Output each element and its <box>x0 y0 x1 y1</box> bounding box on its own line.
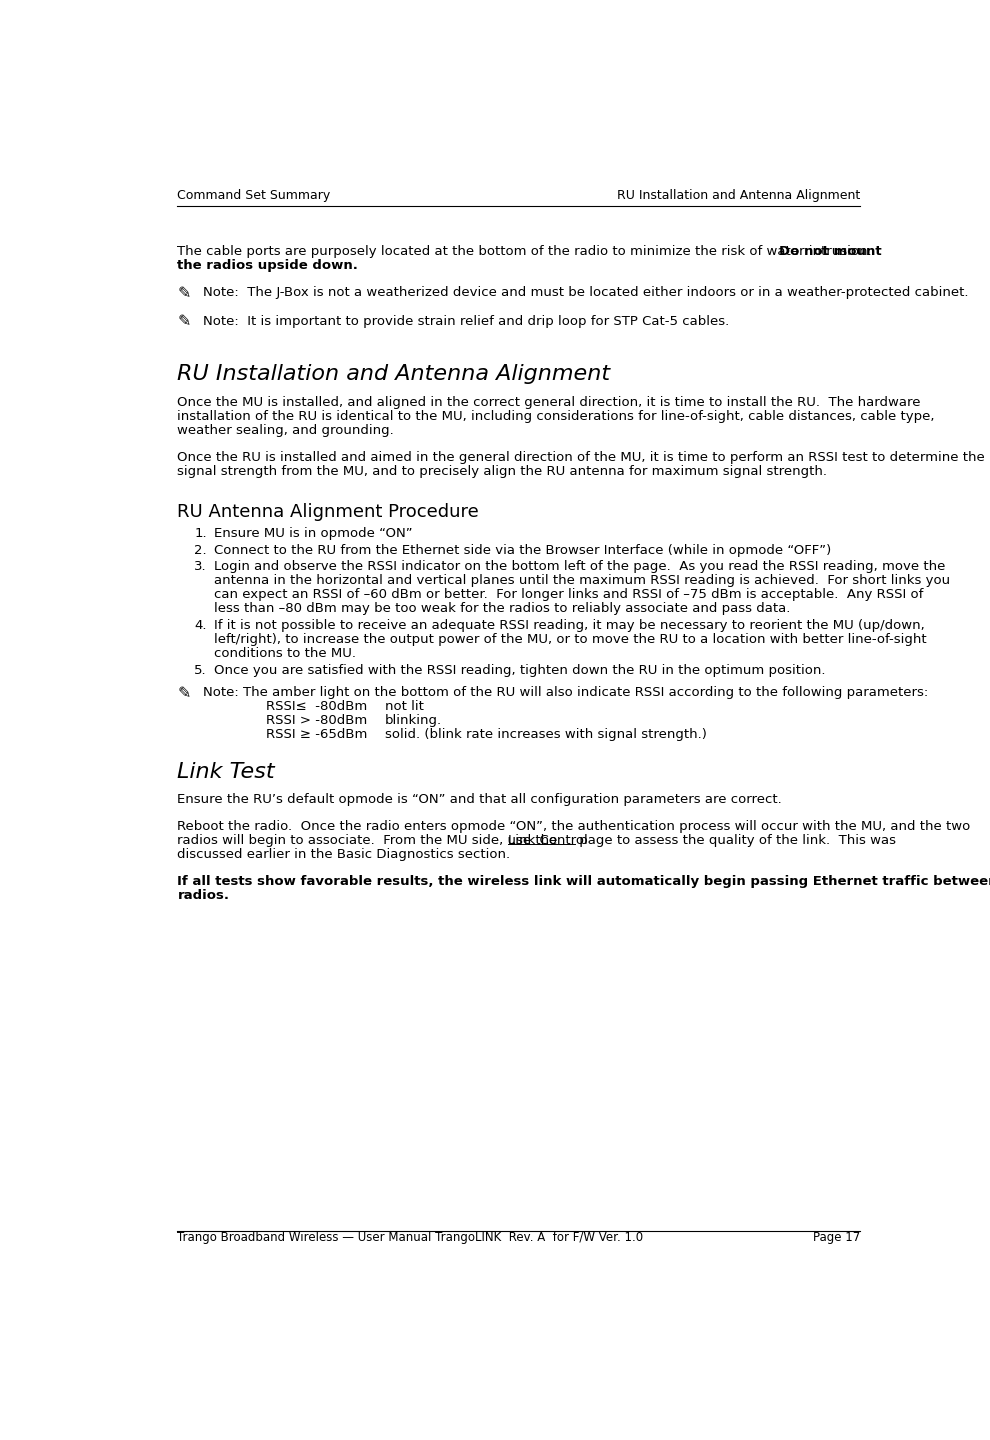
Text: ✎: ✎ <box>177 315 191 330</box>
Text: ✎: ✎ <box>177 685 191 701</box>
Text: Connect to the RU from the Ethernet side via the Browser Interface (while in opm: Connect to the RU from the Ethernet side… <box>214 544 832 557</box>
Text: Once the MU is installed, and aligned in the correct general direction, it is ti: Once the MU is installed, and aligned in… <box>177 396 921 409</box>
Text: RU Installation and Antenna Alignment: RU Installation and Antenna Alignment <box>617 189 860 202</box>
Text: RSSI≤  -80dBm: RSSI≤ -80dBm <box>265 700 367 713</box>
Text: If all tests show favorable results, the wireless link will automatically begin : If all tests show favorable results, the… <box>177 874 990 887</box>
Text: Reboot the radio.  Once the radio enters opmode “ON”, the authentication process: Reboot the radio. Once the radio enters … <box>177 819 971 832</box>
Text: Once you are satisfied with the RSSI reading, tighten down the RU in the optimum: Once you are satisfied with the RSSI rea… <box>214 664 826 677</box>
Text: can expect an RSSI of –60 dBm or better.  For longer links and RSSI of –75 dBm i: can expect an RSSI of –60 dBm or better.… <box>214 589 924 602</box>
Text: Command Set Summary: Command Set Summary <box>177 189 331 202</box>
Text: Do not mount: Do not mount <box>779 245 882 258</box>
Text: Page 17: Page 17 <box>813 1231 860 1244</box>
Text: Note:  The J-Box is not a weatherized device and must be located either indoors : Note: The J-Box is not a weatherized dev… <box>203 285 968 300</box>
Text: The cable ports are purposely located at the bottom of the radio to minimize the: The cable ports are purposely located at… <box>177 245 880 258</box>
Text: RU Antenna Alignment Procedure: RU Antenna Alignment Procedure <box>177 503 479 521</box>
Text: Note: The amber light on the bottom of the RU will also indicate RSSI according : Note: The amber light on the bottom of t… <box>203 685 928 700</box>
Text: conditions to the MU.: conditions to the MU. <box>214 647 356 660</box>
Text: not lit: not lit <box>384 700 424 713</box>
Text: antenna in the horizontal and vertical planes until the maximum RSSI reading is : antenna in the horizontal and vertical p… <box>214 575 950 588</box>
Text: Once the RU is installed and aimed in the general direction of the MU, it is tim: Once the RU is installed and aimed in th… <box>177 451 985 464</box>
Text: RSSI ≥ -65dBm: RSSI ≥ -65dBm <box>265 729 367 742</box>
Text: 1.: 1. <box>194 527 207 540</box>
Text: radios will begin to associate.  From the MU side, use the: radios will begin to associate. From the… <box>177 834 562 847</box>
Text: Ensure the RU’s default opmode is “ON” and that all configuration parameters are: Ensure the RU’s default opmode is “ON” a… <box>177 792 782 805</box>
Text: RU Installation and Antenna Alignment: RU Installation and Antenna Alignment <box>177 364 611 383</box>
Text: 2.: 2. <box>194 544 207 557</box>
Text: Link Control: Link Control <box>508 834 588 847</box>
Text: less than –80 dBm may be too weak for the radios to reliably associate and pass : less than –80 dBm may be too weak for th… <box>214 602 791 615</box>
Text: radios.: radios. <box>177 888 230 901</box>
Text: If it is not possible to receive an adequate RSSI reading, it may be necessary t: If it is not possible to receive an adeq… <box>214 619 925 632</box>
Text: the radios upside down.: the radios upside down. <box>177 259 358 272</box>
Text: weather sealing, and grounding.: weather sealing, and grounding. <box>177 425 394 438</box>
Text: RSSI > -80dBm: RSSI > -80dBm <box>265 714 367 727</box>
Text: 4.: 4. <box>194 619 207 632</box>
Text: Ensure MU is in opmode “ON”: Ensure MU is in opmode “ON” <box>214 527 413 540</box>
Text: Note:  It is important to provide strain relief and drip loop for STP Cat-5 cabl: Note: It is important to provide strain … <box>203 315 729 328</box>
Text: solid. (blink rate increases with signal strength.): solid. (blink rate increases with signal… <box>384 729 707 742</box>
Text: Trango Broadband Wireless — User Manual TrangoLINK  Rev. A  for F/W Ver. 1.0: Trango Broadband Wireless — User Manual … <box>177 1231 644 1244</box>
Text: signal strength from the MU, and to precisely align the RU antenna for maximum s: signal strength from the MU, and to prec… <box>177 465 828 478</box>
Text: page to assess the quality of the link.  This was: page to assess the quality of the link. … <box>575 834 896 847</box>
Text: Login and observe the RSSI indicator on the bottom left of the page.  As you rea: Login and observe the RSSI indicator on … <box>214 560 945 573</box>
Text: Link Test: Link Test <box>177 762 275 782</box>
Text: ✎: ✎ <box>177 285 191 301</box>
Text: 5.: 5. <box>194 664 207 677</box>
Text: 3.: 3. <box>194 560 207 573</box>
Text: discussed earlier in the Basic Diagnostics section.: discussed earlier in the Basic Diagnosti… <box>177 848 511 861</box>
Text: installation of the RU is identical to the MU, including considerations for line: installation of the RU is identical to t… <box>177 410 935 423</box>
Text: blinking.: blinking. <box>384 714 442 727</box>
Text: left/right), to increase the output power of the MU, or to move the RU to a loca: left/right), to increase the output powe… <box>214 634 927 647</box>
